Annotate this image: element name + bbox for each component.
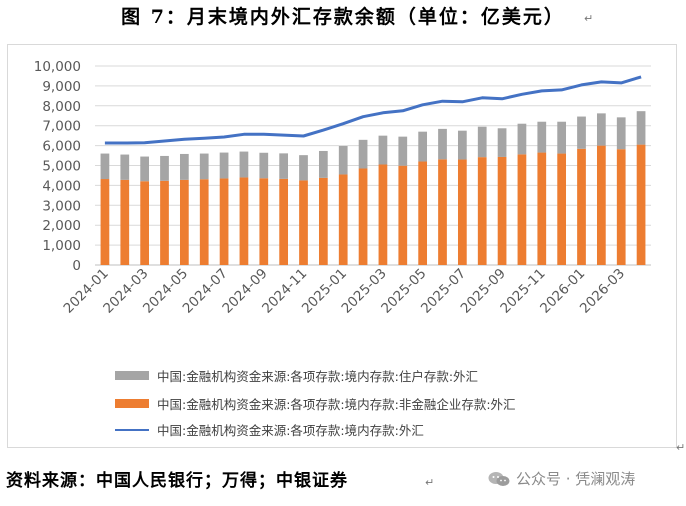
paragraph-mark-icon: ↵: [676, 441, 686, 454]
y-tick-label: 8,000: [42, 99, 81, 115]
bar-household: [259, 152, 269, 179]
bar-household: [577, 116, 586, 149]
bar-corporate: [497, 156, 507, 265]
y-tick-label: 7,000: [42, 119, 81, 135]
legend-label-household: 中国:金融机构资金来源:各项存款:境内存款:住户存款:外汇: [157, 369, 479, 384]
bar-corporate: [160, 180, 169, 265]
bar-household: [100, 153, 110, 180]
bar-corporate: [398, 165, 408, 265]
bar-household: [199, 153, 209, 180]
y-tick-label: 6,000: [42, 139, 81, 155]
bar-household: [537, 121, 547, 153]
bar-household: [279, 153, 289, 179]
bar-household: [636, 111, 646, 145]
legend-item-total: 中国:金融机构资金来源:各项存款:境内存款:外汇: [115, 420, 424, 439]
bar-household: [438, 128, 447, 160]
bar-corporate: [100, 179, 110, 265]
bar-household: [497, 128, 507, 157]
bar-corporate: [358, 168, 368, 265]
bar-household: [299, 155, 308, 181]
bar-corporate: [219, 178, 229, 265]
y-tick-label: 1,000: [42, 238, 81, 254]
bar-household: [378, 135, 388, 165]
legend-item-corporate: 中国:金融机构资金来源:各项存款:境内存款:非金融企业存款:外汇: [115, 394, 516, 413]
bar-corporate: [199, 179, 209, 265]
bar-corporate: [318, 177, 328, 265]
bar-household: [596, 113, 606, 146]
bar-household: [398, 136, 408, 166]
bar-corporate: [259, 178, 269, 265]
bar-corporate: [179, 179, 189, 265]
legend-swatch-corporate: [115, 399, 149, 408]
bar-household: [239, 151, 249, 178]
bar-corporate: [279, 178, 289, 265]
bar-corporate: [636, 144, 646, 265]
bar-corporate: [338, 174, 348, 265]
bar-household: [616, 117, 626, 150]
bar-corporate: [299, 180, 308, 265]
bar-corporate: [577, 148, 586, 265]
bar-corporate: [517, 154, 527, 265]
bar-household: [160, 155, 169, 181]
bar-corporate: [457, 159, 467, 265]
bar-household: [477, 126, 487, 158]
y-tick-label: 0: [72, 258, 81, 274]
y-tick-label: 10,000: [34, 59, 81, 75]
watermark: 公众号 · 凭澜观涛: [488, 468, 635, 489]
bar-household: [418, 131, 428, 162]
bar-household: [140, 156, 150, 182]
bar-corporate: [120, 179, 130, 265]
bar-corporate: [557, 153, 567, 265]
bar-household: [517, 123, 527, 155]
y-tick-label: 2,000: [42, 218, 81, 234]
bar-corporate: [239, 177, 249, 265]
bar-corporate: [140, 181, 150, 265]
bar-household: [318, 150, 328, 178]
y-tick-label: 3,000: [42, 198, 81, 214]
source-note: 资料来源：中国人民银行；万得；中银证券: [6, 471, 348, 491]
watermark-text: 公众号 · 凭澜观涛: [516, 470, 636, 488]
legend-swatch-total: [115, 428, 149, 431]
series-line-total: [104, 75, 642, 145]
bar-household: [219, 152, 229, 179]
bar-corporate: [378, 164, 388, 265]
wechat-icon: [488, 471, 510, 486]
bar-household: [179, 153, 189, 180]
legend-label-corporate: 中国:金融机构资金来源:各项存款:境内存款:非金融企业存款:外汇: [157, 397, 516, 412]
bar-corporate: [477, 157, 487, 265]
bar-corporate: [537, 152, 547, 265]
bar-household: [358, 139, 368, 169]
legend-item-household: 中国:金融机构资金来源:各项存款:境内存款:住户存款:外汇: [115, 366, 478, 385]
bar-household: [120, 154, 130, 180]
legend-swatch-household: [115, 371, 149, 380]
chart-title: 图 7：月末境内外汇存款余额（单位：亿美元）: [121, 6, 565, 28]
bar-corporate: [596, 145, 606, 265]
bar-household: [338, 145, 348, 175]
y-tick-label: 4,000: [42, 178, 81, 194]
bar-corporate: [418, 161, 428, 265]
bar-household: [557, 121, 567, 154]
y-tick-label: 9,000: [42, 79, 81, 95]
paragraph-mark-icon: ↵: [584, 12, 594, 25]
bar-household: [457, 130, 467, 160]
paragraph-mark-icon: ↵: [425, 476, 435, 489]
bar-corporate: [616, 149, 626, 265]
y-tick-label: 5,000: [42, 159, 81, 175]
legend-label-total: 中国:金融机构资金来源:各项存款:境内存款:外汇: [157, 423, 424, 438]
bar-corporate: [438, 159, 447, 265]
